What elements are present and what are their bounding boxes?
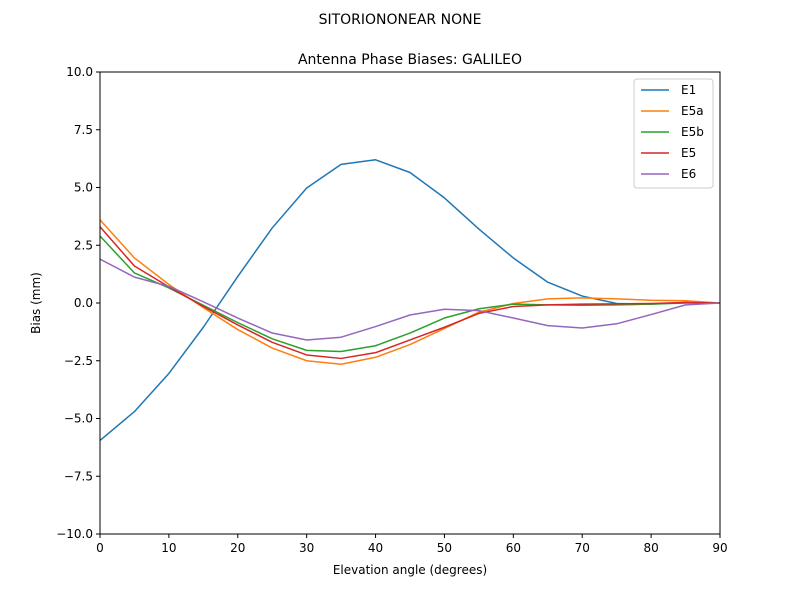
y-tick-label: 5.0 bbox=[74, 181, 93, 195]
y-tick-label: −2.5 bbox=[64, 354, 93, 368]
series-line-e5 bbox=[99, 226, 721, 360]
y-tick-label: 0.0 bbox=[74, 296, 93, 310]
y-tick-label: −7.5 bbox=[64, 469, 93, 483]
legend-label-e5a: E5a bbox=[681, 104, 704, 118]
legend-label-e5: E5 bbox=[681, 146, 696, 160]
series-layer bbox=[99, 159, 721, 442]
y-tick-label: 10.0 bbox=[66, 65, 93, 79]
y-axis-ticks: −10.0 −7.5 −5.0 −2.5 0.0 2.5 5.0 7.5 10.0 bbox=[56, 65, 100, 541]
y-tick-label: 2.5 bbox=[74, 238, 93, 252]
chart-title: Antenna Phase Biases: GALILEO bbox=[298, 52, 522, 68]
x-tick-label: 20 bbox=[230, 541, 245, 555]
x-tick-label: 10 bbox=[161, 541, 176, 555]
series-line-e6 bbox=[99, 258, 721, 341]
y-tick-label: −10.0 bbox=[56, 527, 93, 541]
legend-box bbox=[633, 78, 714, 189]
x-tick-label: 90 bbox=[712, 541, 727, 555]
legend: E1 E5a E5b E5 E6 bbox=[633, 78, 714, 189]
x-axis-label: Elevation angle (degrees) bbox=[333, 563, 487, 577]
x-tick-label: 60 bbox=[506, 541, 521, 555]
x-tick-label: 0 bbox=[96, 541, 104, 555]
x-tick-label: 30 bbox=[299, 541, 314, 555]
x-tick-label: 80 bbox=[643, 541, 658, 555]
x-tick-label: 70 bbox=[575, 541, 590, 555]
legend-label-e6: E6 bbox=[681, 167, 696, 181]
x-tick-label: 50 bbox=[437, 541, 452, 555]
legend-label-e1: E1 bbox=[681, 83, 696, 97]
x-axis-ticks: 0 10 20 30 40 50 60 70 80 90 bbox=[96, 534, 728, 555]
x-tick-label: 40 bbox=[368, 541, 383, 555]
series-line-e5b bbox=[99, 235, 720, 353]
y-tick-label: −5.0 bbox=[64, 412, 93, 426]
legend-label-e5b: E5b bbox=[681, 125, 704, 139]
y-tick-label: 7.5 bbox=[74, 123, 93, 137]
series-line-e5a bbox=[99, 219, 721, 365]
y-axis-label: Bias (mm) bbox=[29, 272, 43, 334]
figure-suptitle: SITORIONONEAR NONE bbox=[319, 12, 482, 28]
